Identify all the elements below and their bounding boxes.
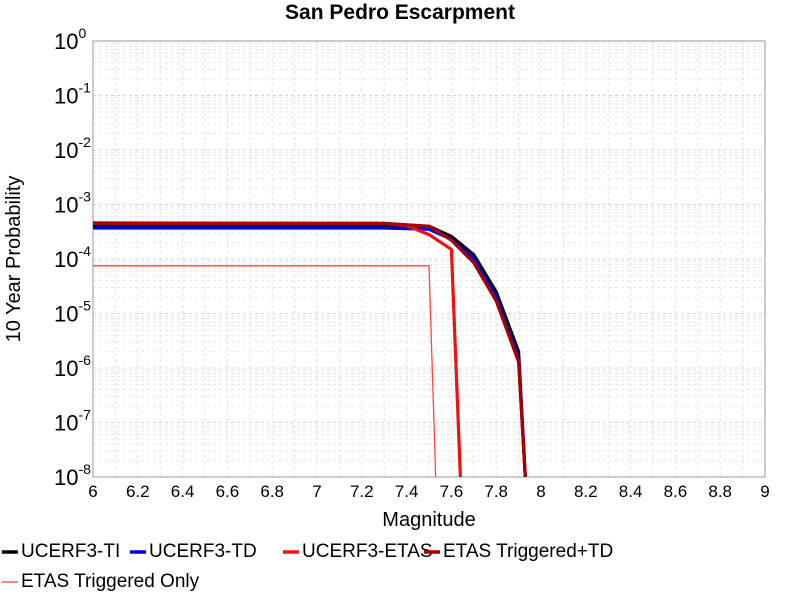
y-tick-label: 10-7 [54, 407, 91, 436]
y-tick-label: 10-6 [54, 352, 91, 381]
legend-label: ETAS Triggered+TD [443, 541, 613, 562]
legend-label: UCERF3-TI [21, 541, 120, 562]
y-tick-label: 100 [54, 25, 86, 54]
x-tick-label: 8.2 [574, 482, 598, 501]
y-tick-label: 10-5 [54, 298, 91, 327]
x-tick-label: 6 [88, 482, 97, 501]
series-layer [92, 221, 527, 478]
tick-layer: 6 6.2 6.4 6.6 6.8 7 7.2 7.4 7.6 7.8 8 8.2 8.4 8.6 8.8 9… [54, 25, 770, 501]
x-tick-label: 6.2 [126, 482, 150, 501]
y-tick-label: 10-3 [54, 189, 91, 218]
legend-label: ETAS Triggered Only [21, 571, 200, 592]
x-tick-label: 7.6 [440, 482, 464, 501]
y-tick-label: 10-4 [54, 243, 91, 272]
x-tick-label: 9 [760, 482, 769, 501]
legend: UCERF3-TI UCERF3-TD UCERF3-ETAS ETAS Trigge… [2, 541, 613, 592]
y-tick-label: 10-2 [54, 134, 91, 163]
x-tick-label: 6.4 [171, 482, 195, 501]
x-tick-label: 8.6 [664, 482, 688, 501]
chart-title: San Pedro Escarpment [285, 1, 515, 24]
grid-layer [93, 41, 765, 477]
x-tick-label: 7.8 [484, 482, 508, 501]
y-tick-label: 10-1 [54, 80, 91, 109]
y-axis-label: 10 Year Probability [3, 176, 25, 343]
x-tick-label: 6.8 [260, 482, 284, 501]
x-tick-label: 7.4 [395, 482, 419, 501]
x-axis-label: Magnitude [382, 509, 475, 531]
x-tick-label: 7 [312, 482, 321, 501]
plot-frame [92, 40, 766, 478]
x-tick-label: 8.4 [619, 482, 643, 501]
series-line-4 [93, 265, 437, 478]
x-tick-label: 6.6 [216, 482, 240, 501]
x-tick-label: 7.2 [350, 482, 374, 501]
y-tick-label: 10-8 [54, 461, 91, 490]
series-line-3 [93, 221, 527, 478]
x-tick-label: 8.8 [708, 482, 732, 501]
legend-label: UCERF3-ETAS [302, 541, 433, 562]
legend-label: UCERF3-TD [149, 541, 257, 562]
x-tick-label: 8 [536, 482, 545, 501]
